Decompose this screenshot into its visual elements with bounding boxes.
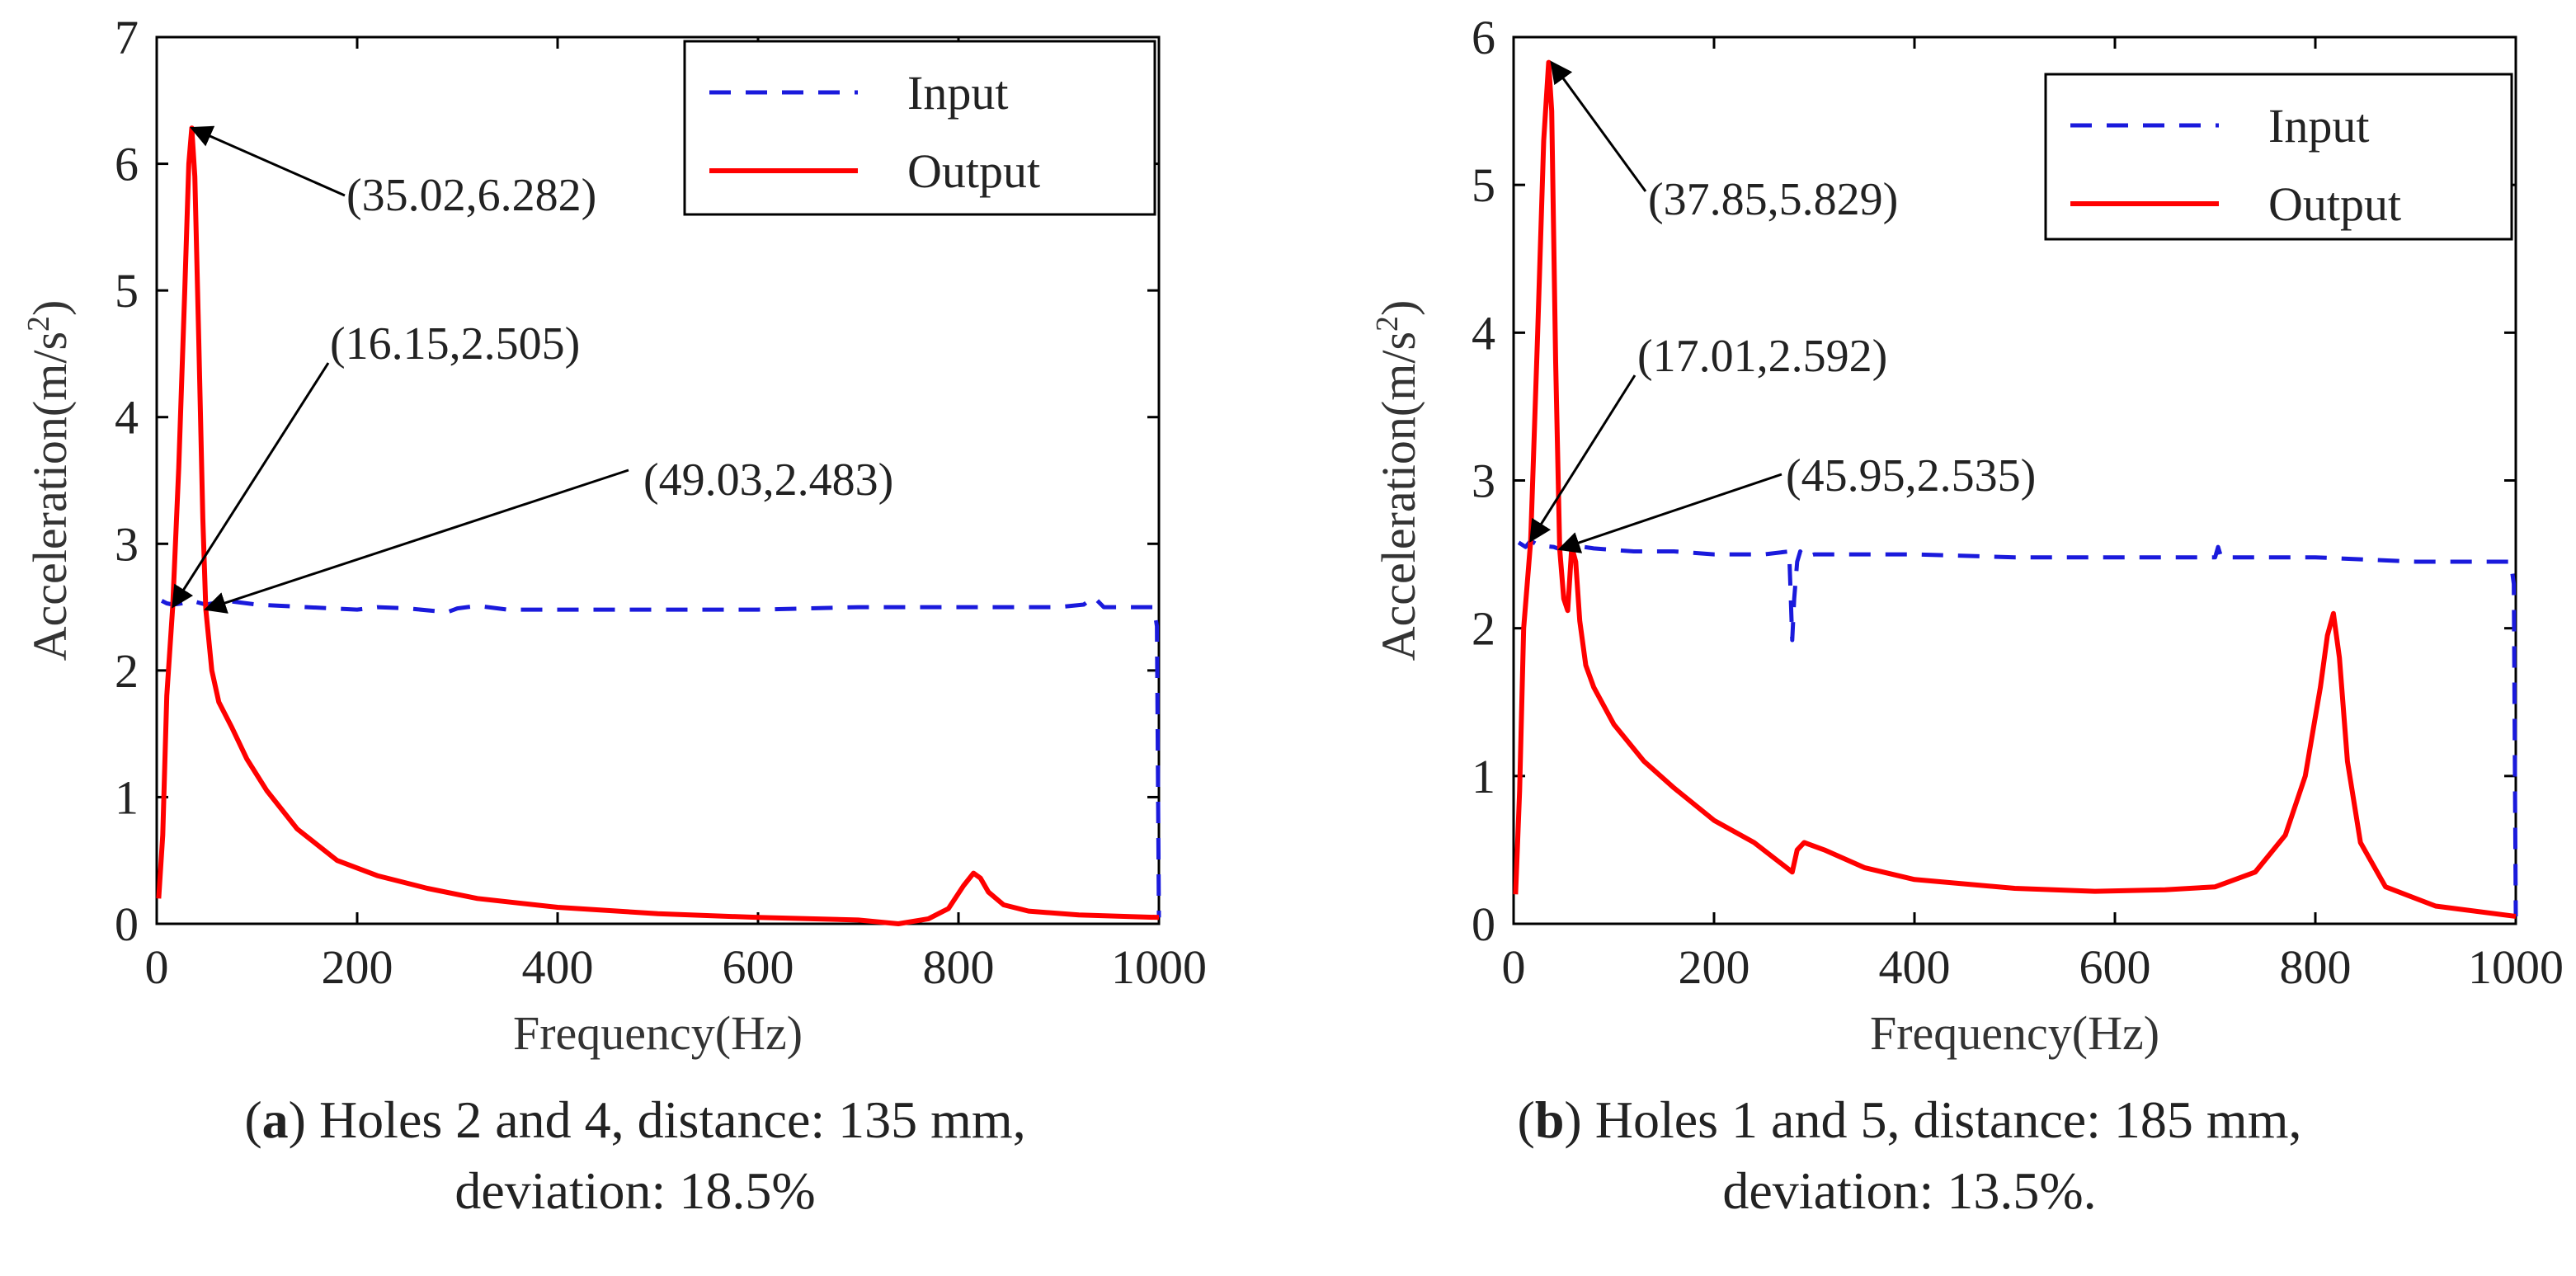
annotation-label: (37.85,5.829) bbox=[1648, 174, 1898, 225]
y-tick-label: 3 bbox=[1472, 454, 1495, 508]
chart-a: 0 200 400 600 800 1000 0 1 2 3 4 5 6 7 Frequency(Hz) Ac… bbox=[21, 11, 1207, 1060]
legend: Input Output bbox=[2044, 73, 2513, 241]
series-line-input bbox=[160, 595, 1161, 918]
caption-a: (a) Holes 2 and 4, distance: 135 mm, dev… bbox=[16, 1085, 1254, 1227]
series-line-output bbox=[156, 125, 1160, 926]
legend-box bbox=[2044, 73, 2513, 241]
x-tick-label: 200 bbox=[1679, 940, 1750, 994]
annotation-arrow bbox=[204, 468, 629, 614]
legend-label-output: Output bbox=[907, 144, 1040, 198]
caption-b-line2: deviation: 13.5%. bbox=[1722, 1161, 2097, 1220]
y-tick-label: 2 bbox=[115, 644, 139, 698]
x-tick-label: 800 bbox=[2280, 940, 2352, 994]
x-tick-label: 1000 bbox=[2468, 940, 2564, 994]
annotation-arrow bbox=[190, 125, 346, 197]
x-tick-label: 1000 bbox=[1111, 940, 1207, 994]
annotation-label: (17.01,2.592) bbox=[1637, 331, 1887, 382]
y-tick-label: 4 bbox=[1472, 306, 1495, 360]
y-tick-label: 2 bbox=[1472, 602, 1495, 656]
y-tick-label: 0 bbox=[115, 897, 139, 951]
y-tick-label: 4 bbox=[115, 391, 139, 445]
x-tick-label: 600 bbox=[2079, 940, 2151, 994]
annotation-arrow bbox=[1557, 473, 1782, 553]
chart-b: 0 200 400 600 800 1000 0 1 2 3 4 5 6 Frequency(Hz) Acc… bbox=[1370, 11, 2564, 1060]
annotation-arrow bbox=[1529, 374, 1636, 543]
y-tick-label: 6 bbox=[1472, 11, 1495, 64]
annotation-label: (49.03,2.483) bbox=[643, 454, 893, 506]
x-tick-label: 400 bbox=[522, 940, 594, 994]
caption-a-letter: a bbox=[261, 1090, 289, 1149]
y-tick-label: 5 bbox=[115, 264, 139, 318]
x-tick-label: 0 bbox=[145, 940, 169, 994]
legend-box bbox=[683, 40, 1156, 216]
annotation-arrow bbox=[172, 362, 330, 609]
caption-a-line2: deviation: 18.5% bbox=[454, 1161, 816, 1220]
y-tick-label: 1 bbox=[115, 770, 139, 824]
y-tick-label: 6 bbox=[115, 138, 139, 191]
x-tick-label: 600 bbox=[723, 940, 794, 994]
annotation-label: (45.95,2.535) bbox=[1786, 450, 2036, 501]
y-tick-label: 3 bbox=[115, 517, 139, 571]
y-tick-label: 1 bbox=[1472, 750, 1495, 803]
y-axis-label: Acceleration(m/s2) bbox=[1370, 300, 1425, 662]
caption-a-line1: Holes 2 and 4, distance: 135 mm, bbox=[305, 1090, 1026, 1149]
annotation-label: (35.02,6.282) bbox=[346, 170, 596, 221]
x-tick-label: 400 bbox=[1879, 940, 1951, 994]
x-axis-label: Frequency(Hz) bbox=[513, 1006, 803, 1060]
x-tick-label: 0 bbox=[1502, 940, 1526, 994]
series-line-input bbox=[1517, 539, 2518, 917]
annotation-label: (16.15,2.505) bbox=[330, 318, 580, 370]
y-tick-label: 7 bbox=[115, 11, 139, 64]
legend: Input Output bbox=[683, 40, 1156, 216]
y-axis-label: Acceleration(m/s2) bbox=[21, 300, 77, 662]
legend-label-output: Output bbox=[2268, 177, 2401, 231]
caption-b-line1: Holes 1 and 5, distance: 185 mm, bbox=[1581, 1090, 2302, 1149]
y-tick-label: 0 bbox=[1472, 897, 1495, 951]
x-tick-label: 200 bbox=[322, 940, 393, 994]
legend-label-input: Input bbox=[2268, 99, 2369, 153]
legend-label-input: Input bbox=[907, 66, 1008, 120]
y-tick-label: 5 bbox=[1472, 158, 1495, 212]
series-line-output bbox=[1513, 59, 2517, 919]
plot-frame bbox=[155, 35, 1161, 925]
x-tick-label: 800 bbox=[923, 940, 995, 994]
caption-b: (b) Holes 1 and 5, distance: 185 mm, dev… bbox=[1291, 1085, 2528, 1227]
caption-b-letter: b bbox=[1534, 1090, 1565, 1149]
x-axis-label: Frequency(Hz) bbox=[1870, 1006, 2159, 1060]
annotation-arrow bbox=[1550, 60, 1647, 192]
